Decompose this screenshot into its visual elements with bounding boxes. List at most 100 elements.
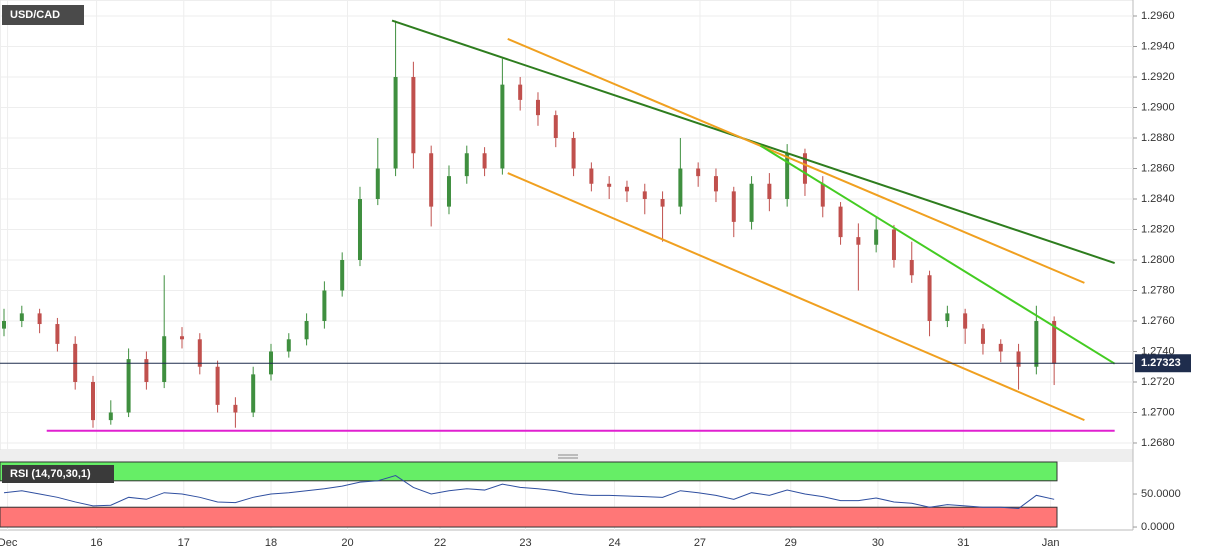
candle-body [820,183,825,207]
x-tick-label: 31 [957,537,969,549]
y-tick-label: 1.2760 [1141,315,1175,327]
candle-body [162,336,167,382]
y-tick-label: 1.2920 [1141,71,1175,83]
price-panel [0,0,1134,451]
candle-body [197,339,202,367]
candle-body [375,168,380,200]
candle-body [642,191,647,200]
rsi-tick-label: 0.0000 [1141,521,1175,533]
y-tick-label: 1.2700 [1141,406,1175,418]
oversold-band [0,506,1058,528]
rsi-label: RSI (14,70,30,1) [10,468,91,480]
y-tick-label: 1.2680 [1141,437,1175,449]
candle-body [927,275,932,321]
candle-body [998,343,1003,352]
candle-body [322,290,327,321]
candle-body [411,77,416,154]
candle-body [678,168,683,207]
candle-body [233,404,238,413]
y-tick-label: 1.2820 [1141,223,1175,235]
y-tick-label: 1.2840 [1141,193,1175,205]
x-tick-label: 29 [785,537,797,549]
title-box [2,5,84,25]
candle-body [713,176,718,192]
candle-body [624,186,629,192]
candle-body [802,153,807,184]
panel-divider [0,450,1133,462]
candle-body [500,84,505,169]
candle-body [126,359,131,413]
candle-body [589,168,594,184]
candle-body [429,153,434,207]
candle-body [446,176,451,207]
candle-body [19,313,24,321]
chart-title: USD/CAD [10,9,60,21]
y-tick-label: 1.2940 [1141,40,1175,52]
candle-body [518,84,523,100]
candle-body [2,320,7,329]
candle-body [144,359,149,382]
candle-body [37,313,42,325]
candle-body [909,259,914,276]
candle-body [357,199,362,260]
x-tick-label: 17 [178,537,190,549]
rsi-line [3,474,1055,510]
candle-body [1034,320,1039,367]
y-tick-label: 1.2780 [1141,284,1175,296]
y-tick-label: 1.2800 [1141,254,1175,266]
candle-body [891,229,896,260]
last-price-label: 1.27323 [1141,357,1181,369]
x-tick-label: Jan [1042,537,1060,549]
candle-body [553,115,558,139]
candle-body [482,153,487,169]
candle-body [731,191,736,222]
candle-body [571,138,576,169]
x-tick-label: 27 [694,537,706,549]
trendline [507,37,1085,284]
last-price-box [1135,354,1191,373]
candle-body [215,366,220,405]
y-tick-label: 1.2880 [1141,132,1175,144]
candle-body [785,153,790,200]
trendline [759,144,1116,365]
candle-body [696,168,701,177]
x-tick-label: 22 [434,537,446,549]
x-tick-label: Dec [0,537,18,549]
trendline [507,172,1085,422]
x-tick-label: 20 [341,537,353,549]
rsi-label-box [2,465,114,483]
overbought-band [0,461,1058,482]
candle-body [660,199,665,207]
x-tick-label: 18 [265,537,277,549]
candle-body [963,313,968,329]
candle-body [464,153,469,177]
x-tick-label: 24 [608,537,620,549]
candle-body [767,183,772,200]
x-tick-label: 16 [90,537,102,549]
candle-body [55,324,60,344]
candle-body [393,77,398,169]
rsi-tick-label: 50.0000 [1141,488,1181,500]
candle-body [108,412,113,421]
candle-body [1016,351,1021,367]
x-tick-label: 23 [519,537,531,549]
candle-body [945,313,950,321]
candle-body [304,320,309,340]
y-tick-label: 1.2860 [1141,162,1175,174]
candle-body [874,229,879,245]
candle-body [179,336,184,340]
candle-body [251,374,256,413]
candle-body [749,183,754,222]
y-tick-label: 1.2900 [1141,101,1175,113]
candle-body [340,259,345,291]
candle-body [286,339,291,352]
candle-body [607,183,612,187]
y-tick-label: 1.2720 [1141,376,1175,388]
candle-body [980,328,985,344]
candle-body [535,99,540,116]
candle-body [91,381,96,421]
candle-body [838,206,843,238]
candle-body [1052,320,1057,364]
y-tick-label: 1.2960 [1141,10,1175,22]
